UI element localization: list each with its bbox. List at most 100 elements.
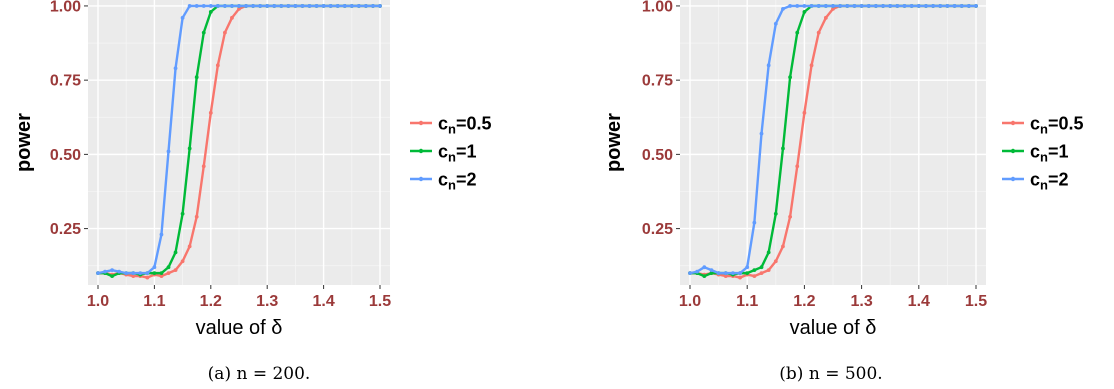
chart-b: 0.25 0.50 0.75 1.00 1.0 1.1 1.2 1.3 1.4 1.5 value … <box>603 0 1084 384</box>
data-point <box>201 4 206 8</box>
data-point <box>307 4 312 8</box>
data-point <box>371 4 375 8</box>
data-point <box>802 4 807 8</box>
x-tick-label: 1.1 <box>143 293 165 310</box>
data-point <box>230 4 234 8</box>
x-tick-label: 1.4 <box>908 293 930 310</box>
data-point <box>809 4 814 8</box>
data-point <box>180 15 185 20</box>
data-point <box>279 4 284 8</box>
data-point <box>180 211 185 216</box>
data-point <box>781 244 785 249</box>
data-point <box>738 271 742 276</box>
data-point <box>695 269 700 274</box>
x-axis-label: value of δ <box>196 317 283 339</box>
data-point <box>902 4 907 8</box>
data-point <box>166 265 171 270</box>
data-point <box>328 4 333 8</box>
data-point <box>159 232 164 237</box>
data-point <box>194 75 199 80</box>
x-tick-label: 1.0 <box>679 293 701 310</box>
data-point <box>159 271 164 276</box>
data-point <box>788 75 792 80</box>
legend-key-point <box>418 148 424 154</box>
legend-label: cn=1 <box>1030 142 1069 165</box>
data-point <box>795 30 800 35</box>
figure-caption: (b) n = 500. <box>779 364 882 384</box>
figure-caption: (a) n = 200. <box>208 364 311 384</box>
legend-label: cn=2 <box>438 170 477 193</box>
data-point <box>131 271 136 276</box>
data-point <box>866 4 871 8</box>
data-point <box>752 220 757 225</box>
data-point <box>781 146 785 151</box>
series-c_n=2 <box>688 4 978 276</box>
data-point <box>802 110 807 115</box>
data-point <box>265 4 270 8</box>
y-tick-label: 0.25 <box>50 221 81 238</box>
data-point <box>356 4 361 8</box>
data-point <box>709 268 714 273</box>
x-tick-label: 1.5 <box>965 293 987 310</box>
data-point <box>702 274 707 278</box>
data-point <box>816 4 821 8</box>
minor-grid <box>88 0 390 285</box>
data-point <box>966 4 971 8</box>
data-point <box>766 250 771 255</box>
data-point <box>300 4 305 8</box>
data-point <box>823 15 828 20</box>
data-point <box>759 265 764 270</box>
data-point <box>874 4 878 8</box>
y-axis-label: power <box>603 113 625 172</box>
data-point <box>230 15 234 20</box>
data-point <box>838 4 843 8</box>
data-point <box>759 131 764 136</box>
y-tick-label: 0.25 <box>642 221 673 238</box>
data-point <box>974 4 978 8</box>
data-point <box>131 274 136 278</box>
data-point <box>924 4 928 8</box>
data-point <box>895 4 900 8</box>
x-tick-label: 1.3 <box>256 293 278 310</box>
data-point <box>145 275 150 280</box>
data-point <box>802 9 807 14</box>
data-point <box>173 268 178 273</box>
data-point <box>251 4 256 8</box>
data-point <box>831 4 835 8</box>
data-point <box>187 4 192 8</box>
data-point <box>173 250 178 255</box>
data-point <box>187 146 192 151</box>
data-point <box>931 4 935 8</box>
x-tick-label: 1.2 <box>793 293 815 310</box>
x-tick-label: 1.5 <box>369 293 391 310</box>
data-point <box>773 21 778 26</box>
data-point <box>852 4 857 8</box>
data-point <box>124 271 129 276</box>
data-point <box>788 4 792 8</box>
x-tick-label: 1.0 <box>87 293 109 310</box>
data-point <box>342 4 347 8</box>
data-point <box>688 271 692 276</box>
data-point <box>166 149 171 154</box>
legend-key <box>410 120 432 126</box>
legend-key <box>1002 120 1024 126</box>
data-point <box>788 214 792 219</box>
legend-key-point <box>418 176 424 182</box>
x-tick-label: 1.4 <box>312 293 334 310</box>
data-point <box>909 4 914 8</box>
series-c_n=2 <box>96 4 382 276</box>
data-point <box>773 211 778 216</box>
x-tick-label: 1.1 <box>736 293 758 310</box>
data-point <box>349 4 354 8</box>
legend-label: cn=0.5 <box>438 114 492 137</box>
data-point <box>208 4 213 8</box>
data-point <box>888 4 893 8</box>
data-point <box>823 4 828 8</box>
legend-key <box>410 176 432 182</box>
data-point <box>223 4 227 8</box>
data-point <box>916 4 921 8</box>
data-point <box>272 4 277 8</box>
data-point <box>215 4 220 8</box>
data-point <box>166 271 171 276</box>
data-point <box>702 265 707 270</box>
